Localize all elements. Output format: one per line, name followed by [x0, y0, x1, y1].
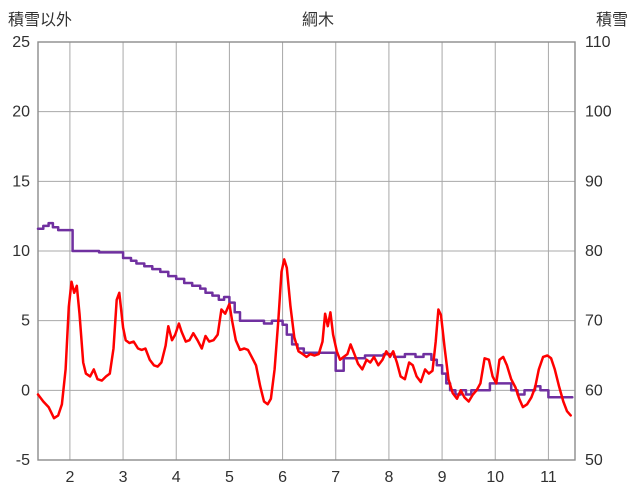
non-snow-series-line	[36, 258, 572, 420]
y-left-tick-label: 25	[12, 34, 30, 51]
y-right-tick-label: 50	[585, 452, 603, 469]
y-left-tick-label: 20	[12, 104, 30, 121]
y-left-tick-label: 10	[12, 243, 30, 260]
x-tick-label: 4	[172, 469, 181, 486]
y-right-tick-label: 60	[585, 382, 603, 399]
left-axis-title: 積雪以外	[8, 12, 73, 29]
y-right-tick-label: 80	[585, 243, 603, 260]
y-right-tick-label: 70	[585, 313, 603, 330]
y-right-tick-label: 110	[585, 34, 611, 51]
x-tick-label: 9	[438, 469, 447, 486]
x-tick-label: 7	[331, 469, 340, 486]
y-left-tick-label: -5	[16, 452, 30, 469]
plot-border	[37, 41, 576, 461]
y-right-tick-label: 90	[585, 173, 603, 190]
y-left-tick-label: 5	[21, 313, 30, 330]
x-tick-label: 2	[65, 469, 74, 486]
x-tick-label: 10	[486, 469, 504, 486]
x-tick-label: 6	[278, 469, 287, 486]
x-tick-label: 3	[119, 469, 128, 486]
y-left-tick-label: 0	[21, 382, 30, 399]
x-tick-label: 11	[540, 469, 557, 486]
x-tick-label: 5	[225, 469, 234, 486]
y-left-tick-label: 15	[12, 173, 30, 190]
x-tick-label: 8	[384, 469, 393, 486]
chart-title: 綱木	[301, 12, 334, 29]
snow-depth-series-line	[36, 221, 574, 399]
y-right-tick-label: 100	[585, 104, 612, 121]
right-axis-title: 積雪	[595, 12, 628, 29]
